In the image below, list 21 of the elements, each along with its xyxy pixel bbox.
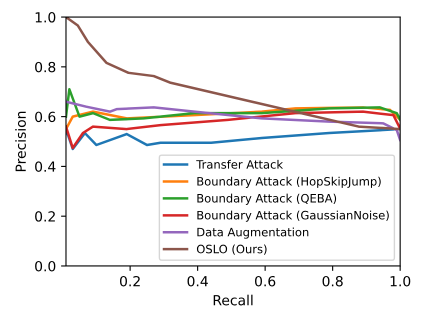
legend-label: OSLO (Ours): [196, 244, 267, 255]
y-tick-label: 1.0: [36, 12, 56, 23]
legend-label: Transfer Attack: [196, 160, 284, 169]
y-tick-label: 0.8: [35, 62, 56, 72]
x-tick-label: 1.0: [390, 276, 410, 286]
y-tick-label: 0.6: [35, 112, 56, 122]
line-series: [66, 100, 400, 142]
legend-label: Boundary Attack (GaussianNoise): [197, 210, 389, 222]
line-series: [66, 110, 400, 150]
x-axis-title: Recall: [214, 294, 252, 306]
legend-label: Data Augmentation: [197, 228, 308, 239]
y-axis-title: Precision: [15, 112, 26, 172]
y-tick-label: 0.4: [35, 161, 56, 172]
legend-label: Boundary Attack (QEBA): [197, 194, 336, 205]
x-tick-label: 0.8: [322, 276, 343, 286]
y-tick-label: 0.2: [35, 211, 55, 222]
legend-label: Boundary Attack (HopSkipJump): [197, 176, 381, 188]
x-tick-label: 0.6: [255, 276, 276, 286]
x-tick-label: 0.4: [188, 276, 208, 286]
y-tick-label: 0.0: [35, 260, 56, 272]
x-tick-label: 0.2: [120, 276, 140, 286]
